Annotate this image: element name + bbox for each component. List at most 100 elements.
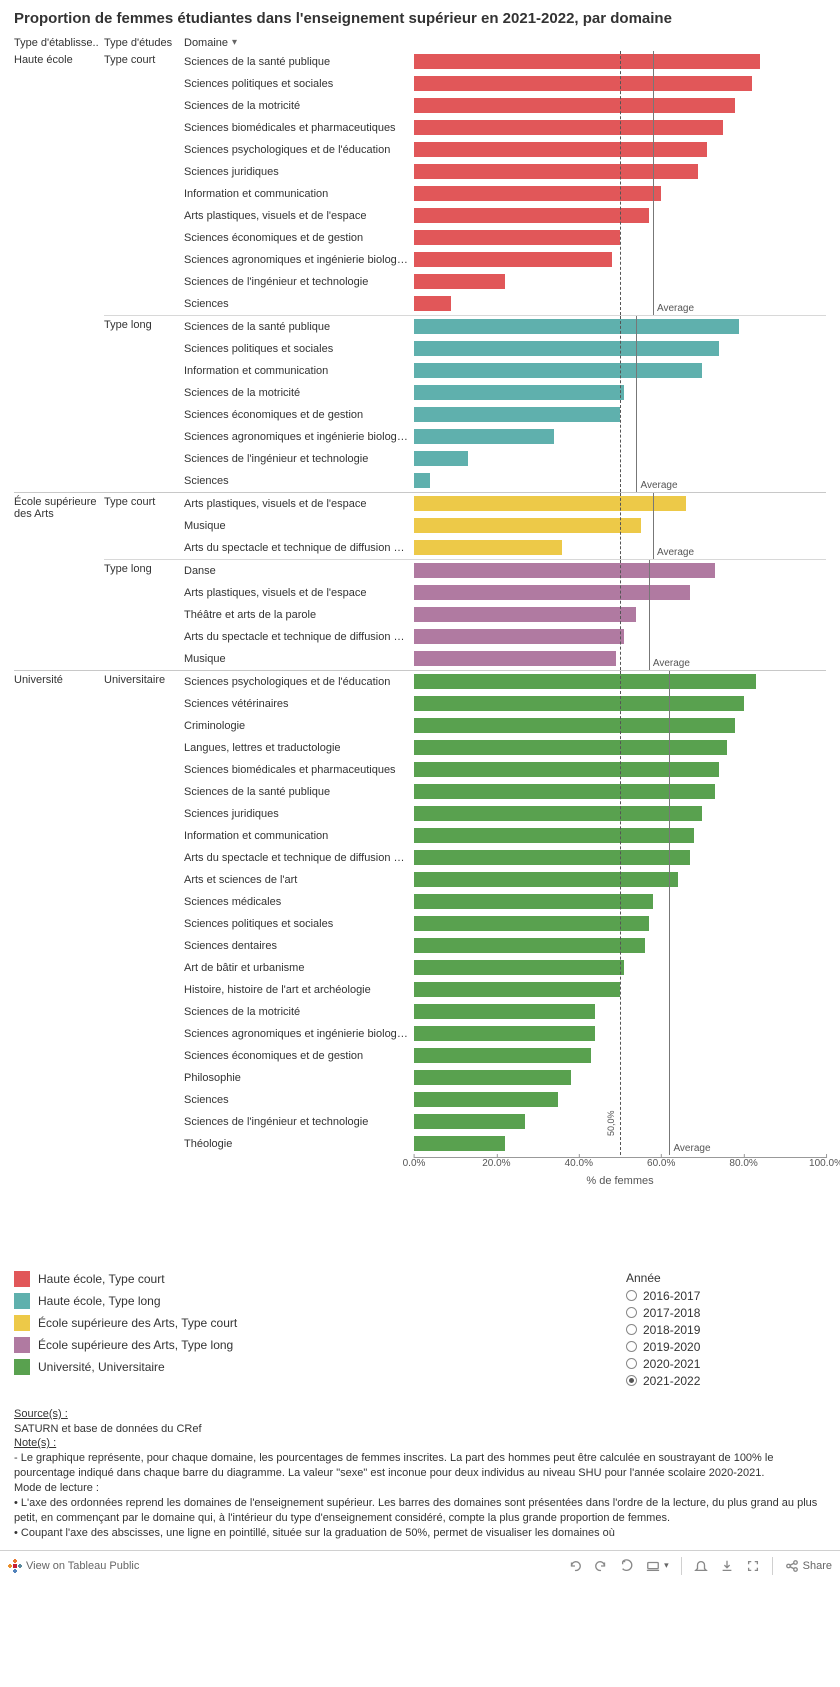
data-row[interactable]: Musique bbox=[184, 515, 826, 537]
data-row[interactable]: Sciences juridiques bbox=[184, 803, 826, 825]
data-row[interactable]: Arts plastiques, visuels et de l'espace bbox=[184, 582, 826, 604]
data-row[interactable]: Information et communication bbox=[184, 360, 826, 382]
year-option[interactable]: 2017-2018 bbox=[626, 1306, 826, 1320]
legend-item[interactable]: École supérieure des Arts, Type court bbox=[14, 1315, 566, 1331]
legend-item[interactable]: Haute école, Type long bbox=[14, 1293, 566, 1309]
bar[interactable] bbox=[414, 296, 451, 311]
bar[interactable] bbox=[414, 828, 694, 843]
bar[interactable] bbox=[414, 762, 719, 777]
data-row[interactable]: Sciences de la santé publique bbox=[184, 316, 826, 338]
data-row[interactable]: Musique bbox=[184, 648, 826, 670]
bar[interactable] bbox=[414, 806, 702, 821]
year-option[interactable]: 2016-2017 bbox=[626, 1289, 826, 1303]
year-option[interactable]: 2019-2020 bbox=[626, 1340, 826, 1354]
data-row[interactable]: Sciences vétérinaires bbox=[184, 693, 826, 715]
bar[interactable] bbox=[414, 496, 686, 511]
data-row[interactable]: Arts plastiques, visuels et de l'espace bbox=[184, 205, 826, 227]
bar[interactable] bbox=[414, 319, 739, 334]
data-row[interactable]: Histoire, histoire de l'art et archéolog… bbox=[184, 979, 826, 1001]
data-row[interactable]: Théâtre et arts de la parole bbox=[184, 604, 826, 626]
bar[interactable] bbox=[414, 696, 744, 711]
bar[interactable] bbox=[414, 186, 661, 201]
data-row[interactable]: Sciences de la motricité bbox=[184, 382, 826, 404]
bar[interactable] bbox=[414, 585, 690, 600]
data-row[interactable]: Information et communication bbox=[184, 183, 826, 205]
data-row[interactable]: Art de bâtir et urbanisme bbox=[184, 957, 826, 979]
bar[interactable] bbox=[414, 607, 636, 622]
bar[interactable] bbox=[414, 540, 562, 555]
legend-item[interactable]: Université, Universitaire bbox=[14, 1359, 566, 1375]
bar[interactable] bbox=[414, 960, 624, 975]
bar[interactable] bbox=[414, 1048, 591, 1063]
bar[interactable] bbox=[414, 164, 698, 179]
data-row[interactable]: Sciences psychologiques et de l'éducatio… bbox=[184, 139, 826, 161]
fullscreen-button[interactable] bbox=[746, 1559, 760, 1573]
bar[interactable] bbox=[414, 142, 707, 157]
legend-item[interactable]: Haute école, Type court bbox=[14, 1271, 566, 1287]
data-row[interactable]: Sciences politiques et sociales bbox=[184, 73, 826, 95]
data-row[interactable]: Sciences agronomiques et ingénierie biol… bbox=[184, 1023, 826, 1045]
data-row[interactable]: Sciences bbox=[184, 1089, 826, 1111]
bar[interactable] bbox=[414, 629, 624, 644]
bar[interactable] bbox=[414, 718, 735, 733]
download-button[interactable] bbox=[720, 1559, 734, 1573]
data-row[interactable]: Sciences de la santé publique bbox=[184, 781, 826, 803]
bar[interactable] bbox=[414, 363, 702, 378]
data-row[interactable]: Arts du spectacle et technique de diffus… bbox=[184, 626, 826, 648]
data-row[interactable]: Langues, lettres et traductologie bbox=[184, 737, 826, 759]
data-row[interactable]: Sciences dentaires bbox=[184, 935, 826, 957]
legend-item[interactable]: École supérieure des Arts, Type long bbox=[14, 1337, 566, 1353]
bar[interactable] bbox=[414, 651, 616, 666]
year-option[interactable]: 2020-2021 bbox=[626, 1357, 826, 1371]
data-row[interactable]: Sciences économiques et de gestion bbox=[184, 1045, 826, 1067]
data-row[interactable]: Arts du spectacle et technique de diffus… bbox=[184, 847, 826, 869]
data-row[interactable]: Information et communication bbox=[184, 825, 826, 847]
bar[interactable] bbox=[414, 473, 430, 488]
data-row[interactable]: Danse bbox=[184, 560, 826, 582]
data-row[interactable]: Sciences psychologiques et de l'éducatio… bbox=[184, 671, 826, 693]
device-button[interactable]: ▾ bbox=[646, 1559, 669, 1573]
data-row[interactable]: Sciences juridiques bbox=[184, 161, 826, 183]
bar[interactable] bbox=[414, 982, 620, 997]
bar[interactable] bbox=[414, 1136, 505, 1151]
bar[interactable] bbox=[414, 429, 554, 444]
bar[interactable] bbox=[414, 385, 624, 400]
data-row[interactable]: Sciences bbox=[184, 470, 826, 492]
data-row[interactable]: Sciences politiques et sociales bbox=[184, 338, 826, 360]
bar[interactable] bbox=[414, 894, 653, 909]
alert-button[interactable] bbox=[694, 1559, 708, 1573]
data-row[interactable]: Sciences de la motricité bbox=[184, 1001, 826, 1023]
bar[interactable] bbox=[414, 1114, 525, 1129]
bar[interactable] bbox=[414, 563, 715, 578]
bar[interactable] bbox=[414, 407, 620, 422]
bar[interactable] bbox=[414, 1092, 558, 1107]
year-option[interactable]: 2021-2022 bbox=[626, 1374, 826, 1388]
bar[interactable] bbox=[414, 674, 756, 689]
data-row[interactable]: Sciences de l'ingénieur et technologie bbox=[184, 448, 826, 470]
data-row[interactable]: Sciences économiques et de gestion bbox=[184, 404, 826, 426]
reset-button[interactable] bbox=[620, 1559, 634, 1573]
data-row[interactable]: Arts et sciences de l'art bbox=[184, 869, 826, 891]
data-row[interactable]: Criminologie bbox=[184, 715, 826, 737]
bar[interactable] bbox=[414, 274, 505, 289]
data-row[interactable]: Sciences de la motricité bbox=[184, 95, 826, 117]
bar[interactable] bbox=[414, 740, 727, 755]
bar[interactable] bbox=[414, 120, 723, 135]
bar[interactable] bbox=[414, 784, 715, 799]
data-row[interactable]: Sciences de la santé publique bbox=[184, 51, 826, 73]
share-button[interactable]: Share bbox=[785, 1559, 832, 1573]
bar[interactable] bbox=[414, 341, 719, 356]
data-row[interactable]: Sciences économiques et de gestion bbox=[184, 227, 826, 249]
bar[interactable] bbox=[414, 76, 752, 91]
bar[interactable] bbox=[414, 1070, 571, 1085]
bar[interactable] bbox=[414, 916, 649, 931]
undo-button[interactable] bbox=[568, 1559, 582, 1573]
bar[interactable] bbox=[414, 98, 735, 113]
bar[interactable] bbox=[414, 1026, 595, 1041]
data-row[interactable]: Sciences de l'ingénieur et technologie bbox=[184, 1111, 826, 1133]
data-row[interactable]: Arts du spectacle et technique de diffus… bbox=[184, 537, 826, 559]
data-row[interactable]: Théologie bbox=[184, 1133, 826, 1155]
data-row[interactable]: Sciences agronomiques et ingénierie biol… bbox=[184, 249, 826, 271]
data-row[interactable]: Arts plastiques, visuels et de l'espace bbox=[184, 493, 826, 515]
bar[interactable] bbox=[414, 54, 760, 69]
